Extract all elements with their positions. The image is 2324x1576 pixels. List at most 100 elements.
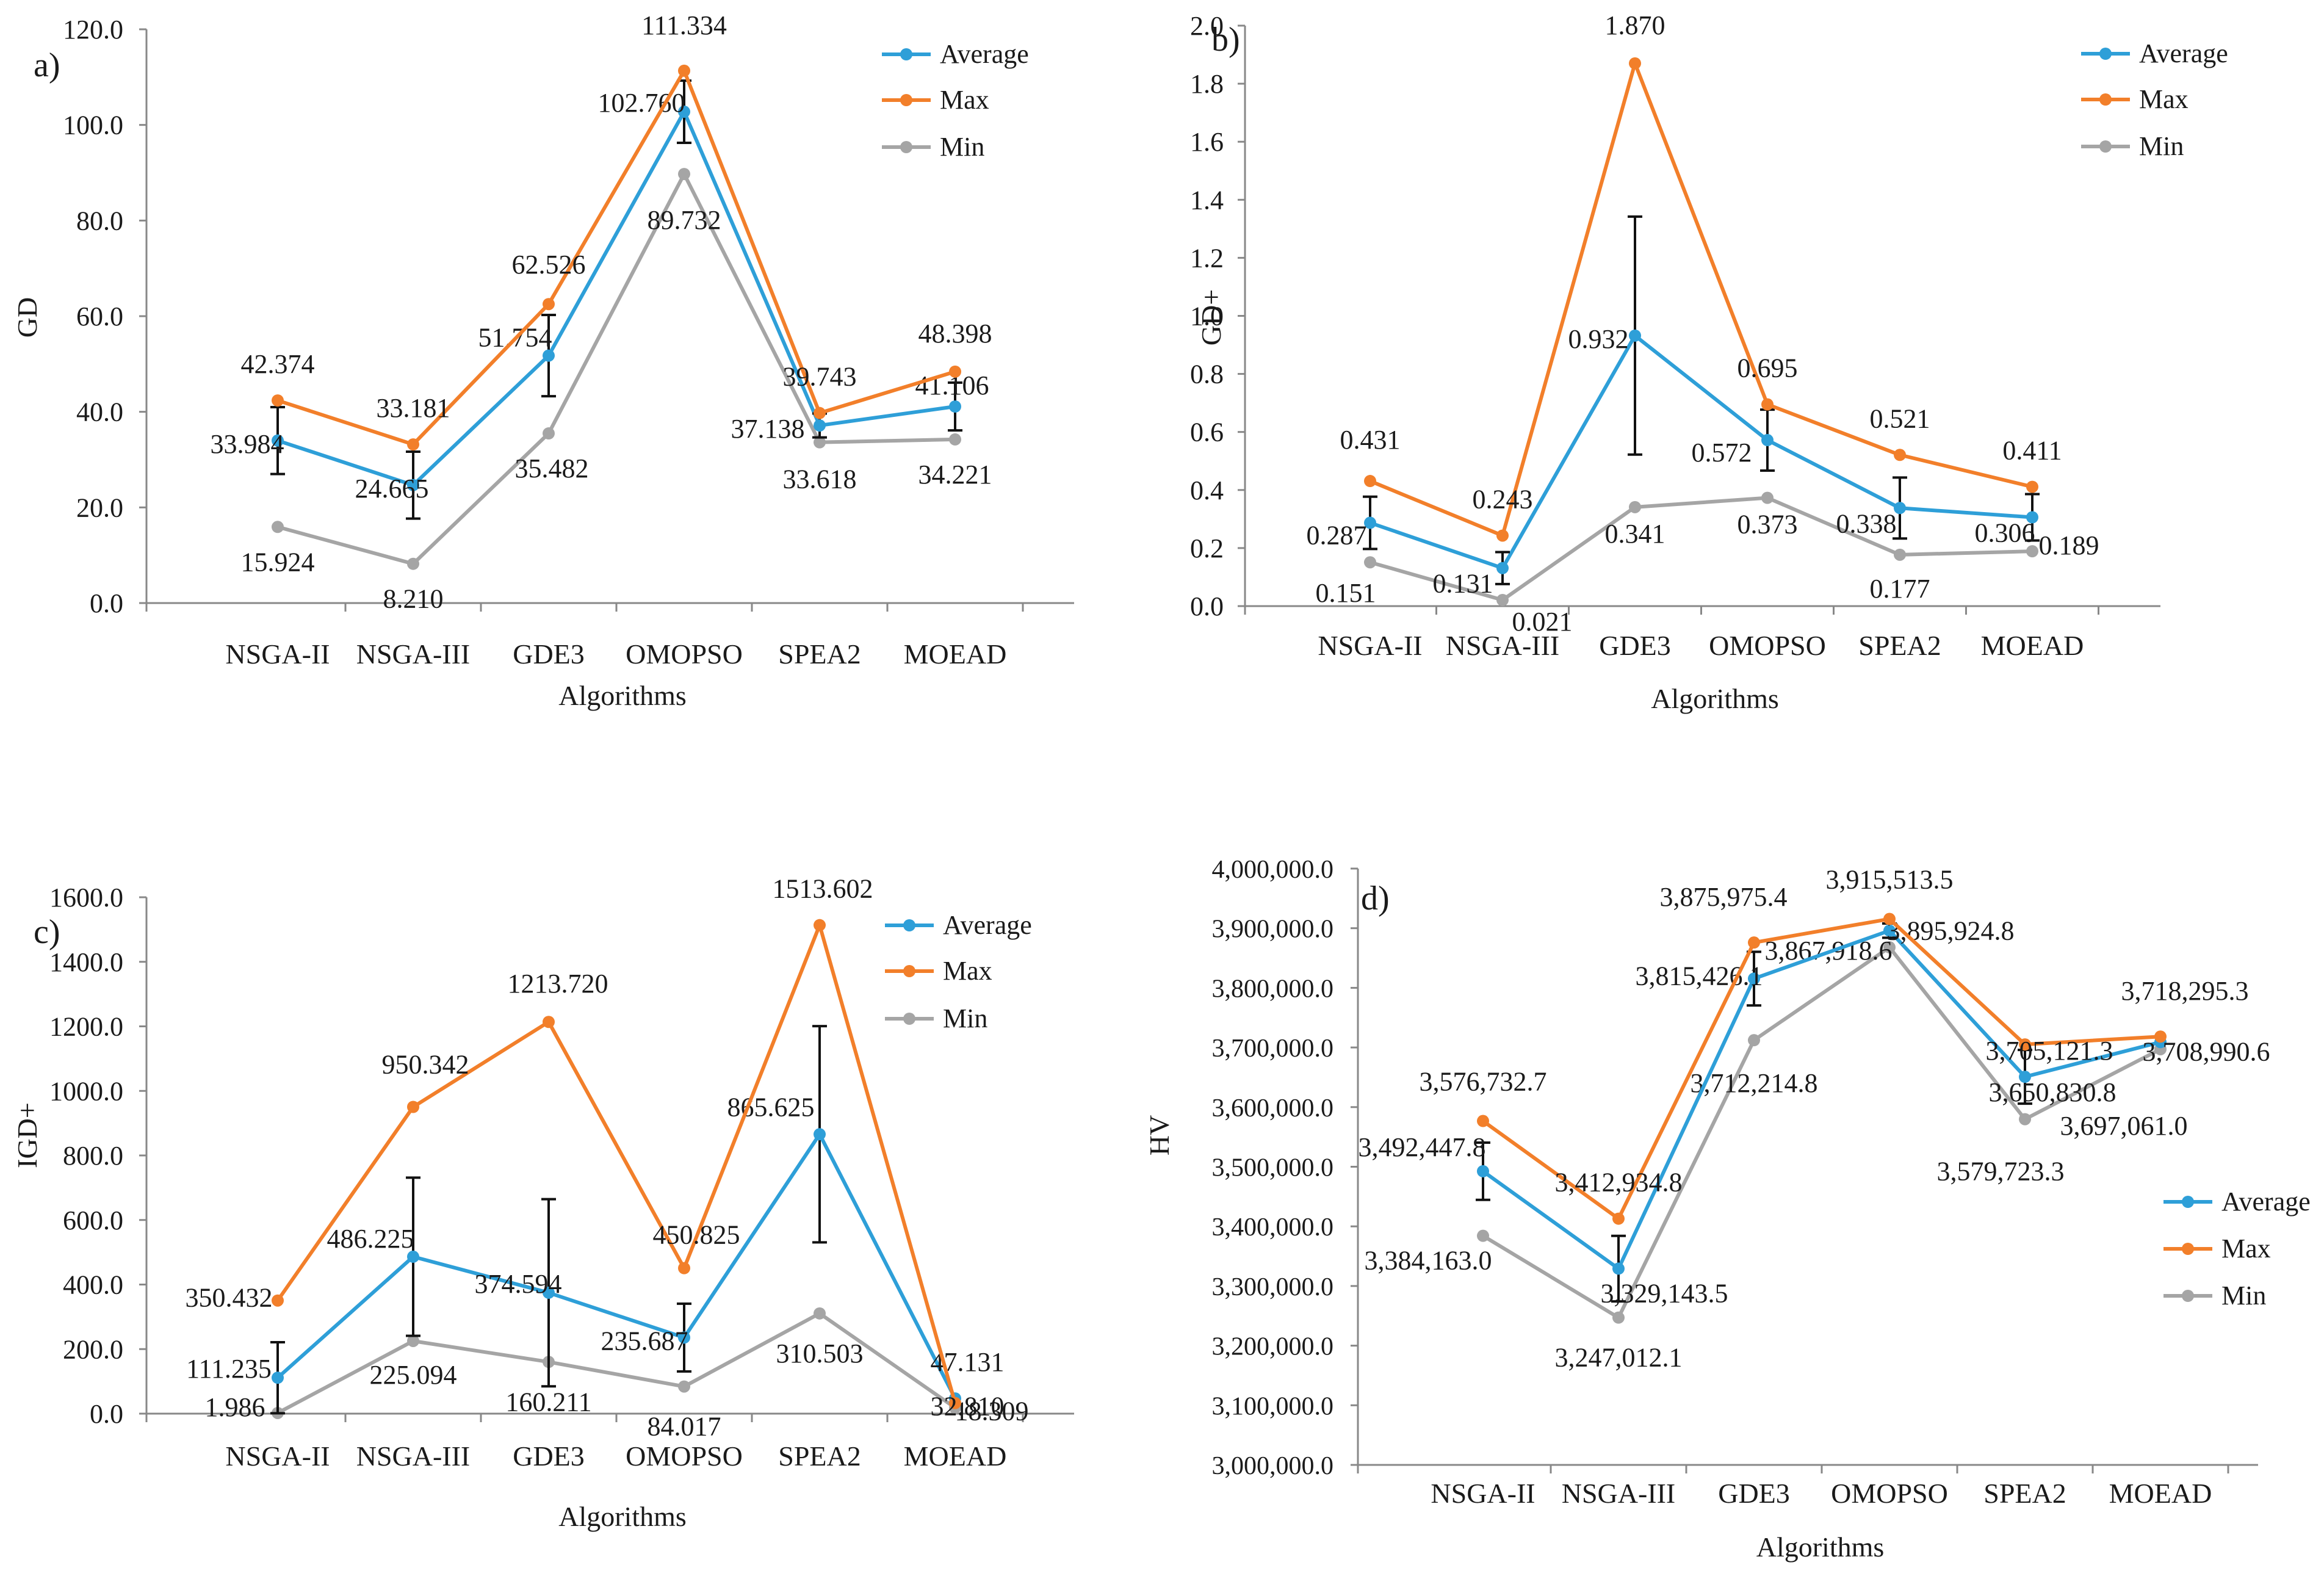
data-point-average <box>1364 516 1376 529</box>
chart-panel-c: 0.0 200.0 400.0 600.0 800.0 1000.0 1200.0 1400.… <box>12 874 1074 1532</box>
data-label-min: 84.017 <box>648 1412 721 1442</box>
data-point-max <box>1612 1212 1625 1225</box>
chart-panel-a: 0.0 20.0 40.0 60.0 80.0 100.0 120.0 NSGA-II NSGA… <box>12 10 1074 711</box>
y-tick-label: 1.8 <box>1190 69 1224 99</box>
series-line-min <box>1482 945 2162 1320</box>
data-label-average: 865.625 <box>727 1092 815 1122</box>
data-point-max <box>543 1016 555 1028</box>
data-label-min: 0.021 <box>1512 607 1573 637</box>
data-label-max: 62.526 <box>512 250 586 280</box>
x-tick-label: SPEA2 <box>778 1440 861 1472</box>
y-tick-label: 3,900,000.0 <box>1212 916 1334 944</box>
data-point-min <box>2026 545 2038 558</box>
data-label-max: 3,875,975.4 <box>1660 882 1788 912</box>
data-label-min: 160.211 <box>505 1387 591 1417</box>
legend-marker-max <box>903 965 915 977</box>
x-tick-label: GDE3 <box>513 1440 585 1472</box>
series-line-min <box>277 172 956 566</box>
x-tick-label: OMOPSO <box>1831 1478 1948 1509</box>
y-axis-label: IGD+ <box>12 1102 43 1168</box>
data-point-max <box>1364 475 1376 488</box>
data-label-average: 0.338 <box>1836 508 1897 538</box>
y-tick-label: 200.0 <box>63 1334 123 1364</box>
data-point-min <box>407 557 419 570</box>
data-point-max <box>1894 449 1906 461</box>
data-label-max: 42.374 <box>241 349 315 379</box>
data-label-max: 0.521 <box>1870 403 1930 433</box>
legend-marker-max <box>2182 1243 2194 1255</box>
data-point-average <box>814 1128 826 1141</box>
x-tick-label: NSGA-III <box>1562 1478 1676 1509</box>
x-tick-label: NSGA-II <box>225 1440 330 1472</box>
data-label-max: 1.870 <box>1605 10 1665 40</box>
data-point-average <box>678 1331 690 1344</box>
data-point-average <box>1496 562 1509 574</box>
x-tick-label: NSGA-III <box>1446 630 1560 661</box>
data-point-max <box>1477 1115 1489 1127</box>
panel-label: b) <box>1211 21 1240 59</box>
data-point-max <box>543 298 555 311</box>
data-point-average <box>2019 1071 2031 1083</box>
y-tick-label: 100.0 <box>63 110 123 140</box>
data-label-average: 3,650,830.8 <box>1989 1077 2116 1107</box>
data-label-max: 0.431 <box>1340 425 1401 455</box>
data-label-min: 1.986 <box>205 1392 265 1422</box>
y-tick-label: 1.6 <box>1190 127 1224 157</box>
legend-marker-average <box>903 919 915 931</box>
data-label-average: 3,492,447.8 <box>1359 1132 1486 1162</box>
x-tick-label: SPEA2 <box>1983 1478 2066 1509</box>
y-tick-label: 0.0 <box>90 1399 123 1429</box>
legend-marker-min <box>900 141 912 153</box>
y-tick-label: 3,800,000.0 <box>1212 975 1334 1003</box>
x-tick-label: MOEAD <box>1981 630 2084 661</box>
x-axis-label: Algorithms <box>1756 1531 1885 1563</box>
data-point-max <box>2019 1038 2031 1051</box>
y-axis-label: GD <box>12 297 43 338</box>
y-tick-label: 400.0 <box>63 1270 123 1300</box>
data-point-min <box>678 168 690 181</box>
data-label-min: 15.924 <box>241 547 315 577</box>
data-label-average: 37.138 <box>731 414 805 444</box>
legend-marker-max <box>900 94 912 106</box>
data-point-average <box>272 1372 284 1384</box>
data-point-min <box>1748 1034 1760 1047</box>
data-label-max: 3,412,934.8 <box>1555 1168 1683 1198</box>
data-point-min <box>1612 1311 1625 1324</box>
data-label-min: 3,579,723.3 <box>1937 1157 2065 1187</box>
y-axis-label: HV <box>1144 1115 1175 1155</box>
y-tick-label: 1400.0 <box>49 947 123 977</box>
data-point-max <box>1761 398 1774 411</box>
data-point-average <box>2026 511 2038 524</box>
data-label-average: 3,329,143.5 <box>1601 1278 1728 1308</box>
data-label-min: 3,697,061.0 <box>2060 1111 2188 1141</box>
legend-label-max: Max <box>943 956 992 986</box>
x-tick-label: NSGA-III <box>356 1440 471 1472</box>
y-tick-label: 3,300,000.0 <box>1212 1273 1334 1301</box>
x-axis-label: Algorithms <box>558 680 687 711</box>
legend-marker-average <box>2099 48 2112 60</box>
y-tick-label: 0.0 <box>90 588 123 618</box>
y-tick-label: 4,000,000.0 <box>1212 856 1334 884</box>
series-line-average <box>276 1132 957 1400</box>
data-label-max: 33.181 <box>377 393 450 423</box>
data-label-average: 33.984 <box>211 429 284 459</box>
data-label-max: 39.743 <box>783 362 857 392</box>
legend-label-average: Average <box>2139 38 2228 68</box>
legend-label-min: Min <box>2139 131 2184 161</box>
panel-label: a) <box>34 46 60 84</box>
data-label-average: 0.932 <box>1568 324 1629 354</box>
data-point-min <box>543 427 555 440</box>
data-point-max <box>814 919 826 931</box>
data-point-min <box>1477 1229 1489 1242</box>
panel-label: c) <box>34 913 60 951</box>
x-tick-label: SPEA2 <box>778 638 861 670</box>
data-label-min: 0.151 <box>1316 578 1376 608</box>
data-label-average: 0.572 <box>1692 438 1752 468</box>
data-label-min: 310.503 <box>776 1339 864 1368</box>
y-tick-label: 1000.0 <box>49 1076 123 1106</box>
data-label-average: 111.235 <box>186 1354 272 1384</box>
series-line-max <box>1369 61 2033 538</box>
data-point-min <box>949 433 961 446</box>
y-tick-label: 60.0 <box>76 302 123 331</box>
